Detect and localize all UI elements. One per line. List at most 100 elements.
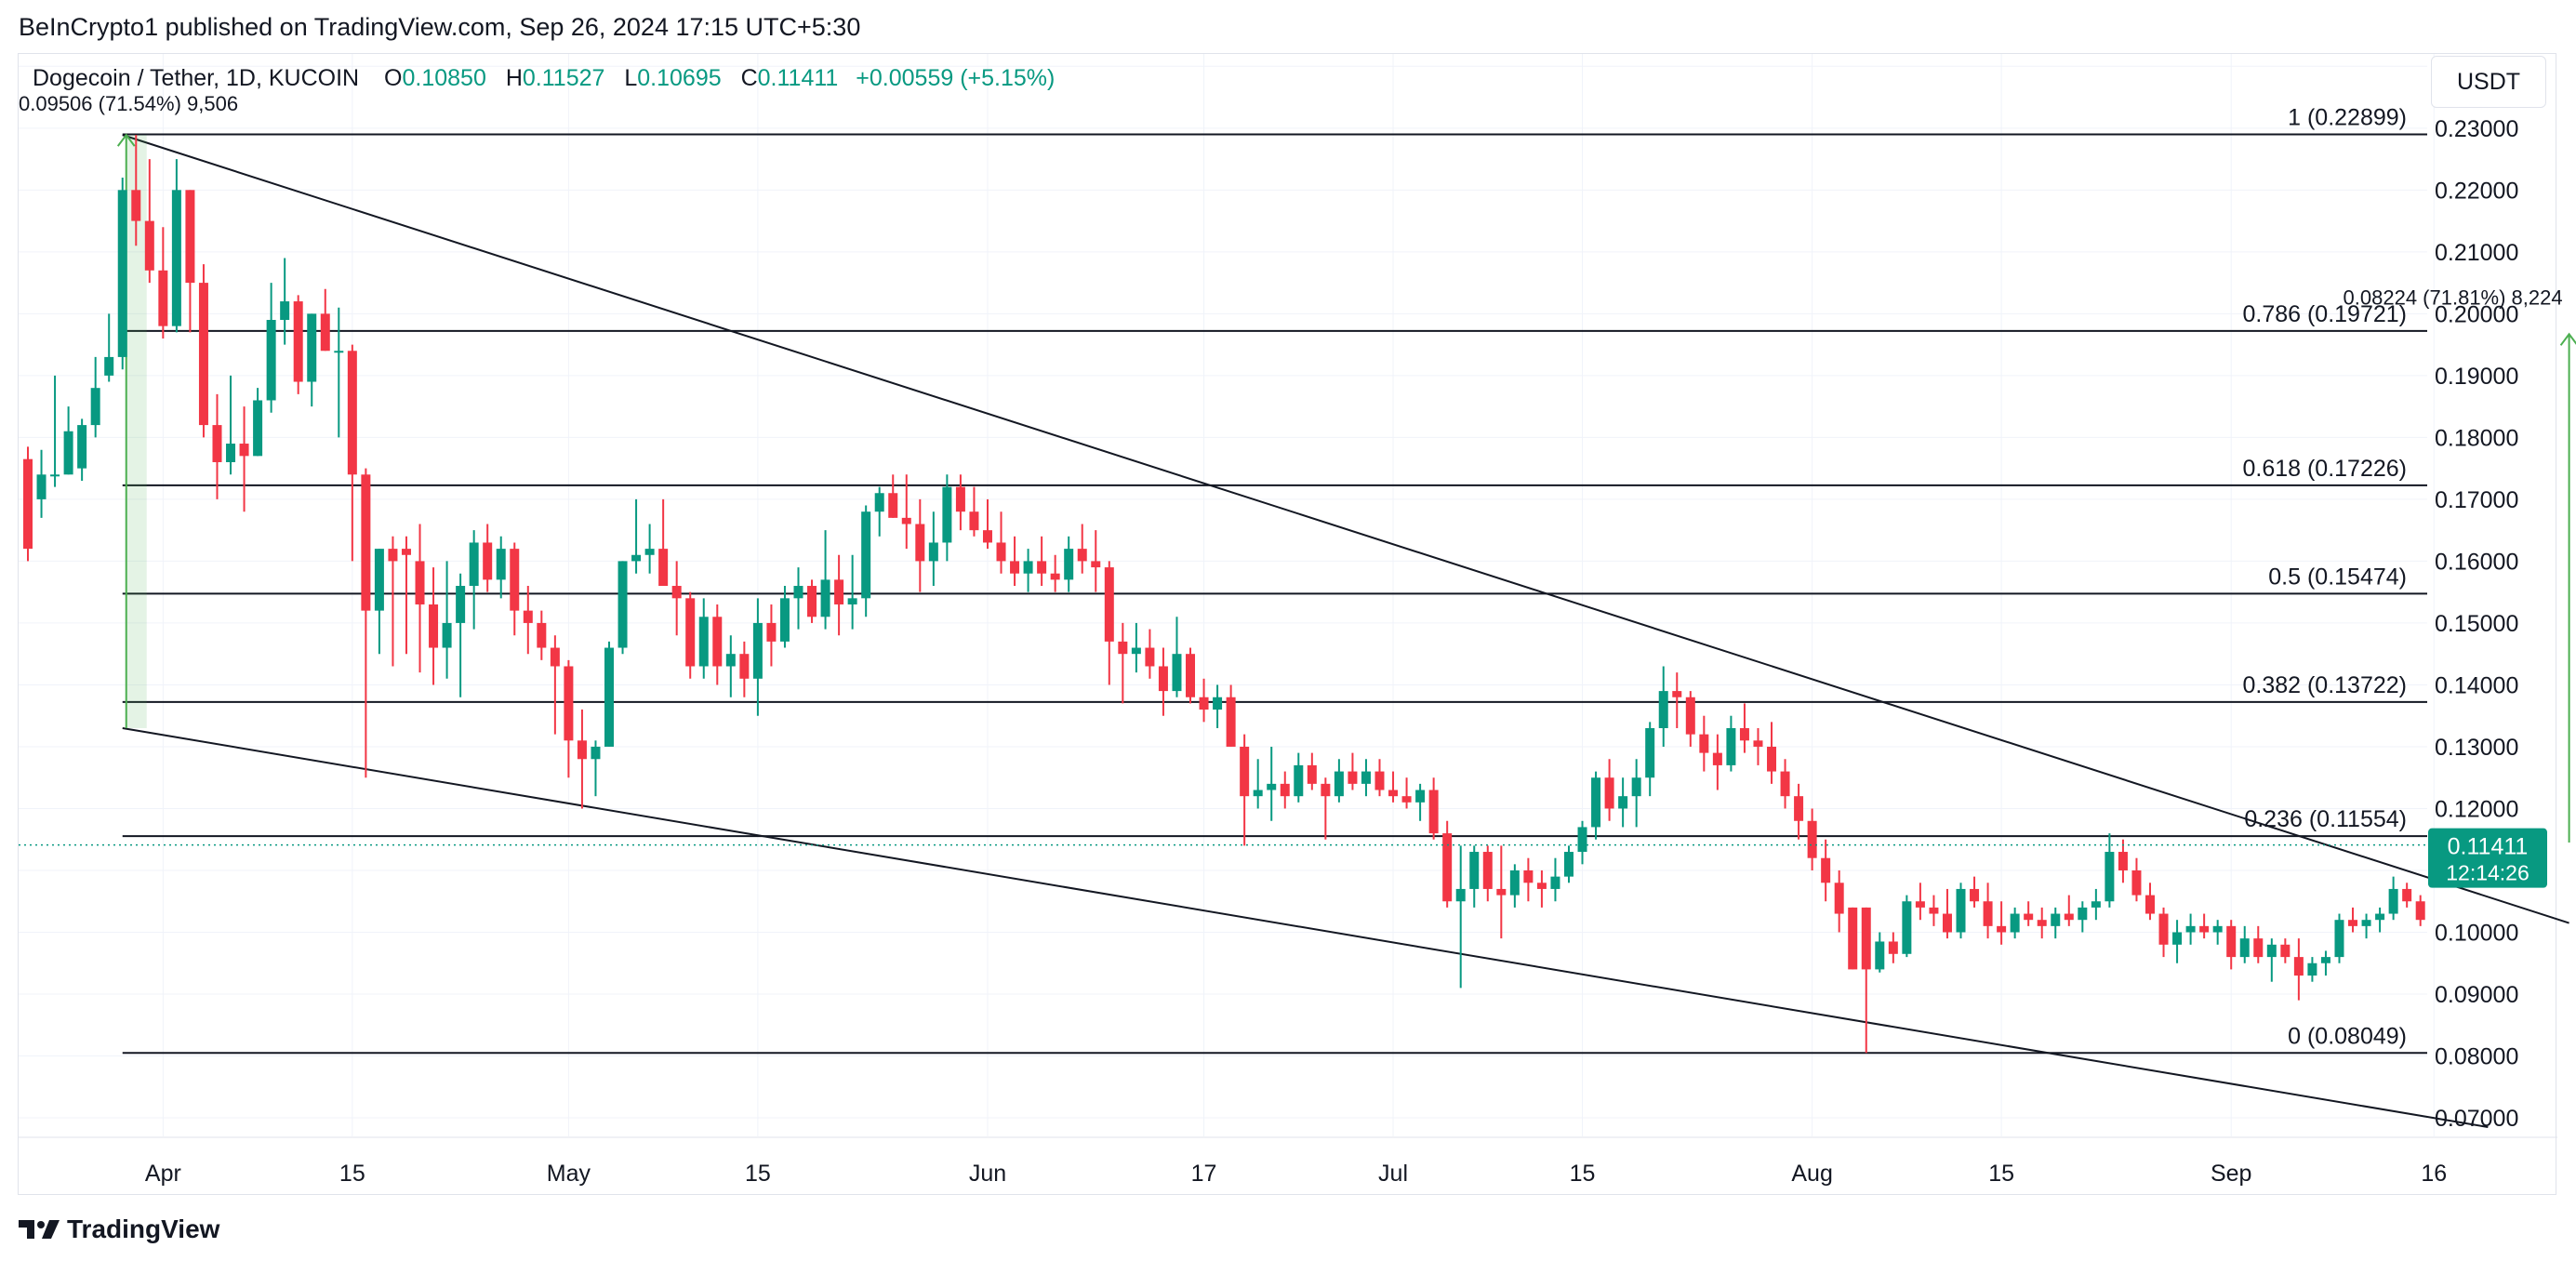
candle[interactable]: [617, 561, 628, 655]
candle[interactable]: [969, 486, 979, 537]
candle[interactable]: [483, 524, 493, 592]
candle[interactable]: [1509, 864, 1520, 908]
candle[interactable]: [1929, 895, 1939, 926]
candle[interactable]: [1658, 666, 1668, 747]
price-range-measurements[interactable]: 0.09506 (71.54%) 9,506 0.08224 (71.81%) 8…: [19, 92, 2576, 843]
candle[interactable]: [90, 356, 100, 438]
candle[interactable]: [942, 474, 952, 562]
candle[interactable]: [1848, 907, 1858, 970]
candle[interactable]: [1699, 715, 1709, 772]
candle[interactable]: [117, 178, 127, 370]
candle[interactable]: [739, 641, 750, 697]
candle[interactable]: [1536, 869, 1547, 908]
candle[interactable]: [1942, 888, 1952, 939]
candle[interactable]: [429, 567, 439, 685]
candle[interactable]: [1037, 536, 1047, 587]
candle[interactable]: [239, 406, 249, 512]
candle[interactable]: [2199, 913, 2210, 939]
candle[interactable]: [1091, 530, 1101, 592]
candle[interactable]: [1767, 722, 1777, 784]
candle[interactable]: [591, 740, 601, 797]
candle[interactable]: [550, 635, 560, 735]
candle[interactable]: [1496, 845, 1507, 939]
candle[interactable]: [212, 393, 222, 499]
candle[interactable]: [2024, 901, 2034, 926]
candle[interactable]: [1726, 715, 1736, 772]
candle[interactable]: [253, 388, 263, 457]
candle[interactable]: [1577, 820, 1587, 865]
candle[interactable]: [456, 573, 466, 697]
candle[interactable]: [901, 474, 911, 550]
candle[interactable]: [2105, 833, 2115, 908]
candle[interactable]: [131, 135, 141, 246]
candle[interactable]: [1618, 777, 1628, 828]
candle[interactable]: [1631, 759, 1641, 828]
candle[interactable]: [1712, 734, 1722, 790]
candle[interactable]: [1010, 536, 1020, 587]
candle[interactable]: [1550, 857, 1560, 902]
candle[interactable]: [320, 288, 330, 352]
candle[interactable]: [2320, 950, 2330, 976]
candle[interactable]: [1104, 561, 1114, 685]
candle[interactable]: [2078, 901, 2088, 933]
candle[interactable]: [401, 536, 411, 655]
candle[interactable]: [1374, 759, 1385, 797]
candle[interactable]: [1213, 684, 1223, 729]
candle[interactable]: [1294, 752, 1304, 803]
candle[interactable]: [2415, 895, 2425, 926]
candle[interactable]: [1172, 617, 1182, 697]
candle[interactable]: [1064, 536, 1074, 592]
candle[interactable]: [725, 635, 736, 697]
candle[interactable]: [1145, 629, 1155, 679]
candle[interactable]: [1428, 777, 1439, 840]
candle[interactable]: [198, 264, 208, 438]
candle[interactable]: [1821, 839, 1831, 902]
candle[interactable]: [2239, 925, 2250, 963]
time-axis[interactable]: Apr15May15Jun17Jul15Aug15Sep16Oct15: [145, 1161, 2576, 1187]
candle[interactable]: [2307, 957, 2317, 982]
candle[interactable]: [793, 567, 803, 630]
fibonacci-retracement[interactable]: 1 (0.22899) 0.786 (0.19721) 0.618 (0.17226…: [122, 105, 2427, 1055]
candle[interactable]: [631, 498, 642, 574]
candle[interactable]: [928, 511, 938, 587]
candle[interactable]: [644, 524, 655, 574]
candle[interactable]: [1267, 746, 1277, 821]
candle[interactable]: [496, 536, 506, 599]
candle[interactable]: [1861, 907, 1871, 1054]
candle[interactable]: [36, 449, 46, 518]
candle[interactable]: [307, 313, 317, 407]
candle[interactable]: [888, 474, 898, 518]
candle[interactable]: [1131, 622, 1141, 673]
candle[interactable]: [1563, 845, 1573, 883]
candle[interactable]: [671, 561, 682, 636]
candle[interactable]: [1591, 771, 1601, 840]
candle[interactable]: [1334, 759, 1344, 803]
candle[interactable]: [1780, 759, 1790, 809]
candle[interactable]: [1902, 895, 1912, 958]
candle[interactable]: [1672, 672, 1682, 729]
candle[interactable]: [280, 258, 290, 345]
candle[interactable]: [2185, 913, 2196, 945]
candle[interactable]: [1077, 524, 1087, 574]
candle[interactable]: [1361, 759, 1371, 797]
candle[interactable]: [510, 542, 520, 636]
candle[interactable]: [2172, 920, 2183, 963]
candle[interactable]: [1401, 777, 1412, 809]
candle[interactable]: [266, 283, 276, 413]
candle[interactable]: [158, 227, 168, 338]
candle[interactable]: [1050, 554, 1060, 592]
candle[interactable]: [442, 561, 452, 679]
candle[interactable]: [1348, 752, 1358, 790]
candle[interactable]: [1956, 883, 1966, 939]
candle[interactable]: [1118, 622, 1128, 704]
candle[interactable]: [50, 375, 60, 487]
candle[interactable]: [293, 295, 303, 394]
candle[interactable]: [2158, 907, 2169, 958]
candle[interactable]: [2131, 857, 2142, 902]
candle[interactable]: [2091, 888, 2101, 921]
candle[interactable]: [564, 659, 574, 778]
candle[interactable]: [171, 159, 181, 333]
candle[interactable]: [415, 524, 425, 673]
candle[interactable]: [2118, 839, 2128, 883]
candle[interactable]: [2348, 907, 2358, 933]
